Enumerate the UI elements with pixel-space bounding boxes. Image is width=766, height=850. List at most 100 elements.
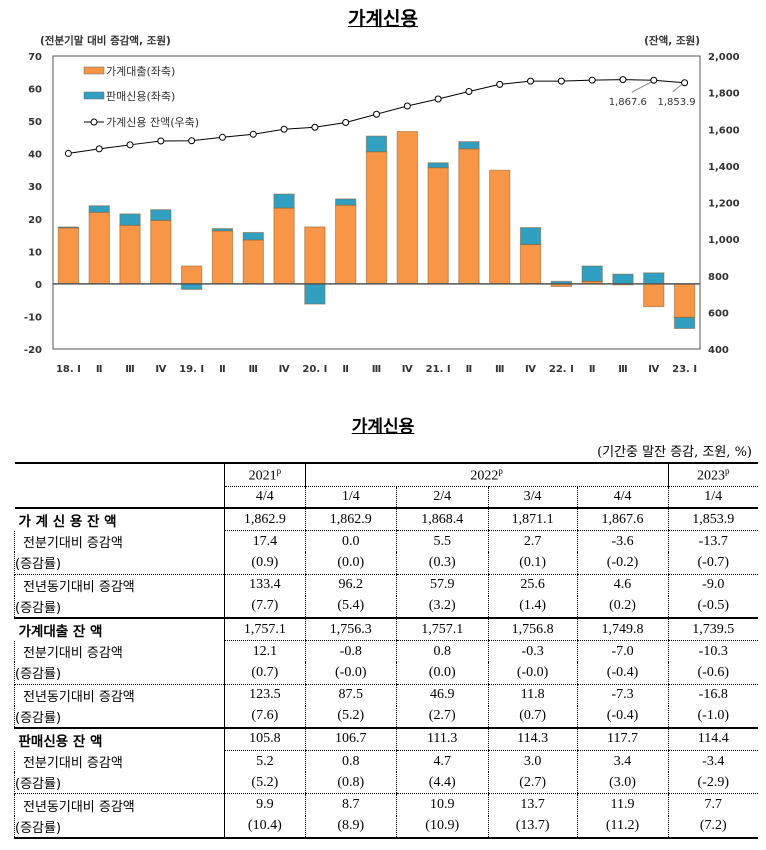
bar-loan (458, 148, 480, 285)
table-cell: 13.7 (487, 793, 578, 816)
table-cell: 105.8 (223, 727, 306, 752)
table-cell: 0.8 (395, 640, 489, 663)
row-label: 전분기대비 증감액 (14, 530, 225, 553)
legend-balance-label: 가계신용 잔액(우축) (106, 116, 199, 129)
quarter-header: 2/4 (395, 486, 489, 509)
row-label: 가 계 신 용 잔 액 (18, 513, 117, 530)
table-cell: 114.3 (487, 727, 578, 752)
left-tick-label: 0 (35, 280, 42, 291)
point-balance (342, 118, 350, 126)
bar-loan (88, 211, 110, 285)
bar-loan (242, 239, 264, 285)
table-cell: 4.7 (395, 750, 489, 773)
table-cell: 4.6 (576, 574, 668, 596)
bar-loan (673, 283, 696, 318)
point-balance (126, 141, 134, 149)
bar-sales-credit (519, 227, 542, 245)
chart-title: 가계신용 (348, 8, 418, 30)
right-tick-label: 400 (708, 345, 729, 356)
table-cell: 11.8 (487, 684, 578, 706)
table-title: 가계신용 (351, 417, 415, 437)
table-cell: 0.0 (304, 530, 397, 553)
x-tick-label: Ⅱ (342, 364, 349, 375)
table-cell: 1,756.3 (304, 617, 397, 642)
table-cell: (0.1) (487, 552, 578, 575)
row-label: 판매신용 잔 액 (18, 733, 103, 750)
bar-sales-credit (458, 141, 480, 150)
table-cell: 9.9 (223, 793, 306, 816)
table-cell: (-1.0) (667, 705, 758, 729)
table-cell: 7.7 (667, 793, 758, 816)
point-balance (434, 95, 442, 103)
table-row: (증감률) (0.9) (0.0) (0.3) (0.1) (-0.2) (-0.7) (14, 552, 758, 575)
table-cell: -10.3 (667, 640, 758, 663)
quarter-header: 1/4 (304, 486, 397, 509)
row-label: (증감률) (14, 552, 225, 575)
year-2021: 2021p (223, 463, 306, 487)
x-tick-label: Ⅱ (589, 364, 596, 375)
table-row: 전분기대비 증감액 17.4 0.0 5.5 2.7 -3.6 -13.7 (14, 530, 758, 553)
table-cell: -9.0 (667, 574, 758, 596)
table-row: (증감률) (7.6) (5.2) (2.7) (0.7) (-0.4) (-1.0) (14, 705, 758, 729)
bar-sales-credit (57, 226, 80, 229)
x-tick-label: Ⅱ (96, 364, 103, 375)
bar-sales-credit (673, 316, 696, 329)
table-cell: (-0.4) (576, 705, 668, 729)
table-cell: 96.2 (304, 574, 397, 596)
table-cell: (1.4) (487, 595, 578, 619)
bar-sales-credit (335, 198, 357, 206)
bar-sales-credit (365, 135, 388, 153)
left-tick-label: 20 (28, 215, 42, 226)
table-cell: 1,862.9 (304, 508, 397, 532)
point-balance (681, 79, 689, 87)
legend-loan-swatch (83, 66, 105, 75)
bar-sales-credit (119, 213, 141, 226)
table-row: 가 계 신 용 잔 액 1,862.9 1,862.9 1,868.4 1,871.1 1… (15, 508, 758, 532)
table-cell: -7.0 (576, 640, 668, 663)
point-balance (373, 110, 380, 118)
point-balance (557, 77, 565, 85)
table-cell: -3.6 (576, 530, 668, 553)
annotation-label: 1,867.6 (609, 97, 647, 108)
table-cell: (10.9) (395, 815, 489, 839)
table-cell: (0.3) (395, 552, 489, 575)
bar-loan (396, 131, 418, 285)
x-tick-label: Ⅲ (125, 364, 134, 375)
annotation-label: 1,853.9 (658, 97, 696, 108)
table-cell: -0.3 (487, 640, 578, 663)
point-balance (280, 125, 288, 133)
table-cell: (-0.6) (667, 662, 758, 685)
table-row: (증감률) (0.7) (-0.0) (0.0) (-0.0) (-0.4) (-0.6) (14, 662, 758, 685)
table-cell: (-0.4) (576, 662, 668, 685)
point-balance (218, 133, 226, 141)
row-label: 전년동기대비 증감액 (14, 574, 225, 596)
legend-balance-marker (90, 118, 98, 126)
row-label: 가계대출 잔 액 (18, 623, 103, 640)
table-cell: (-0.7) (667, 552, 758, 575)
right-tick-label: 1,200 (708, 199, 740, 210)
x-tick-label: 19. Ⅰ (179, 364, 204, 375)
x-tick-label: 22. Ⅰ (549, 364, 574, 375)
table-cell: 87.5 (304, 684, 397, 706)
right-tick-label: 2,000 (708, 52, 740, 63)
row-label: (증감률) (14, 772, 225, 795)
table-cell: (0.9) (223, 552, 306, 575)
left-tick-label: 30 (28, 182, 42, 193)
x-tick-label: Ⅳ (402, 364, 413, 375)
bar-sales-credit (427, 162, 449, 169)
right-tick-label: 1,000 (708, 235, 740, 246)
table-cell: (3.2) (395, 595, 489, 619)
table-cell: (-2.9) (667, 772, 758, 795)
table-row: 전년동기대비 증감액 133.4 96.2 57.9 25.6 4.6 -9.0 (14, 574, 758, 596)
bar-loan (427, 167, 449, 285)
bar-sales-credit (581, 265, 603, 282)
bar-sales-credit (304, 283, 326, 305)
table-row: (증감률) (7.7) (5.4) (3.2) (1.4) (0.2) (-0.5) (14, 595, 758, 619)
bar-sales-credit (150, 209, 172, 221)
table-cell: 11.9 (576, 793, 668, 816)
quarter-header: 4/4 (223, 486, 306, 509)
x-tick-label: Ⅳ (525, 364, 536, 375)
bar-loan (519, 243, 542, 285)
left-tick-label: 50 (28, 117, 42, 128)
point-balance (188, 137, 196, 145)
